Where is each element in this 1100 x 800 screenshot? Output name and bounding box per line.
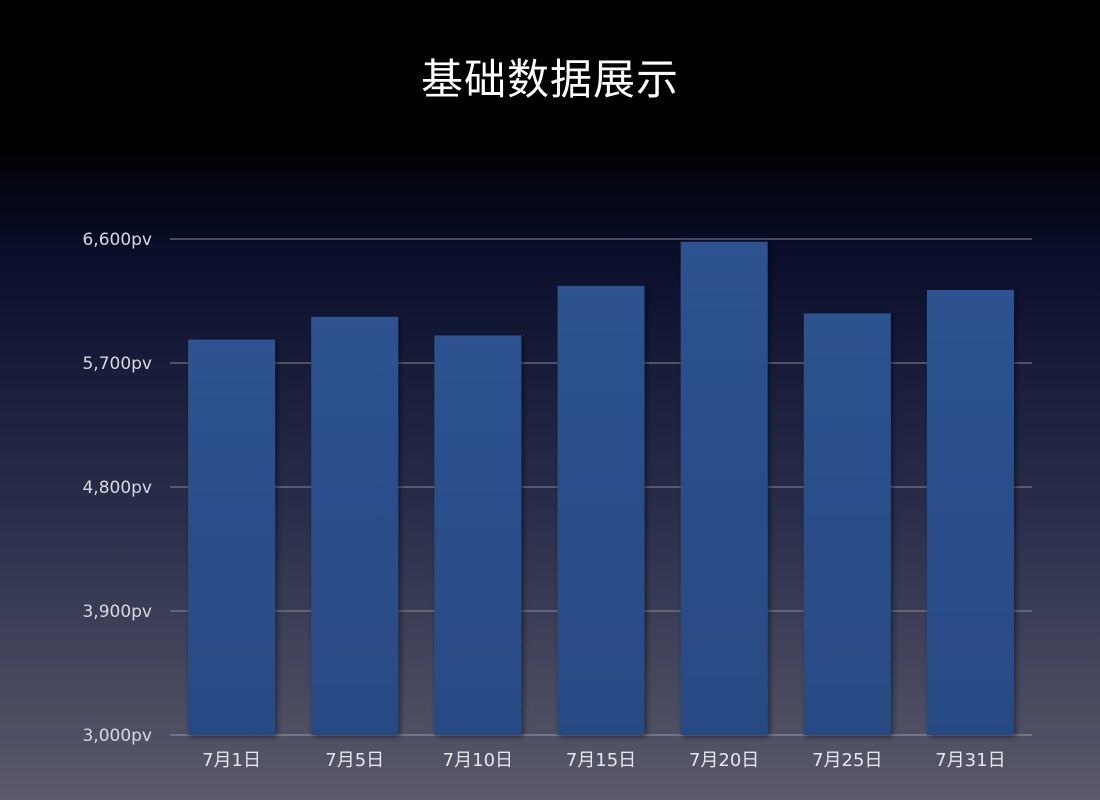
x-tick-label: 7月31日 [935,750,1005,771]
x-tick-label: 7月20日 [689,750,759,771]
bar [557,285,645,735]
x-tick-label: 7月15日 [566,750,636,771]
y-tick-label: 3,900pv [82,602,152,622]
bar [188,339,276,735]
y-tick-label: 6,600pv [82,230,152,250]
chart-title: 基础数据展示 [420,55,679,104]
x-tick-label: 7月1日 [202,750,261,771]
bar [434,335,522,735]
bars [188,241,1014,735]
y-tick-label: 4,800pv [82,478,152,498]
y-axis-tick-labels: 3,000pv 3,900pv 4,800pv 5,700pv 6,600pv [82,230,152,746]
bar [680,241,768,735]
x-tick-label: 7月5日 [325,750,384,771]
bar [926,289,1014,735]
bar [803,313,891,735]
x-tick-label: 7月10日 [443,750,513,771]
x-axis-tick-labels: 7月1日 7月5日 7月10日 7月15日 7月20日 7月25日 7月31日 [202,750,1005,771]
y-tick-label: 3,000pv [82,726,152,746]
y-tick-label: 5,700pv [82,354,152,374]
x-tick-label: 7月25日 [812,750,882,771]
bar [311,316,399,735]
